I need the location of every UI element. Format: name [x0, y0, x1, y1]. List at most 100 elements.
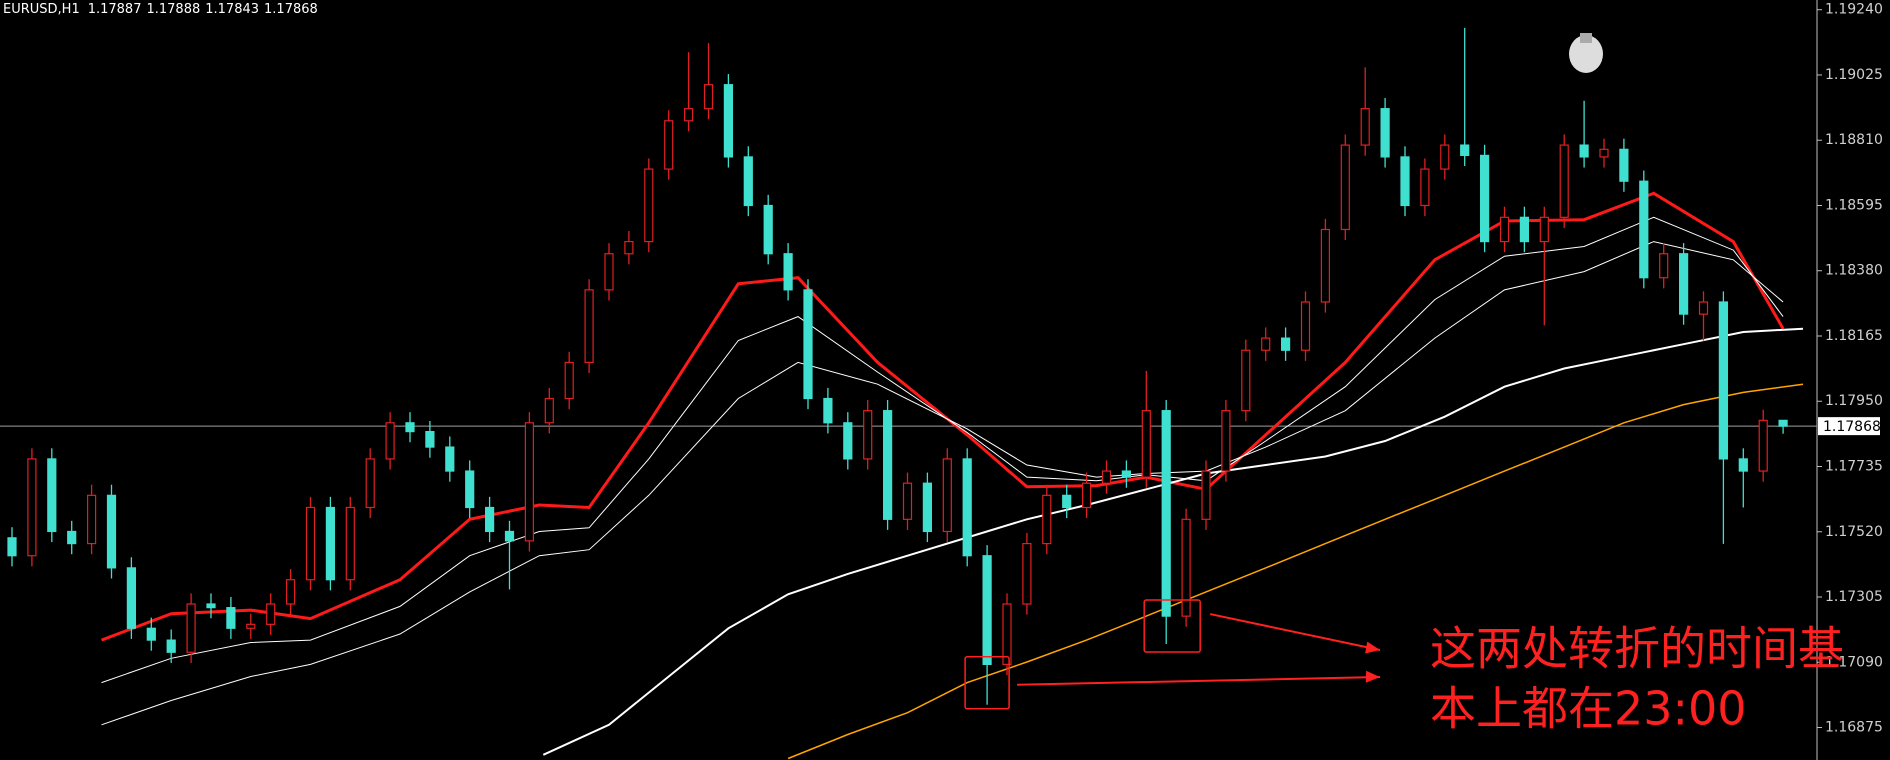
- candle-body: [1241, 349, 1251, 412]
- candle-body: [1161, 410, 1171, 617]
- candle-body: [763, 204, 773, 255]
- candle-body: [683, 108, 694, 122]
- candle-body: [942, 458, 952, 533]
- candle-body: [86, 494, 97, 545]
- candle-body: [882, 410, 893, 520]
- highlight-box: [964, 656, 1010, 710]
- candle-body: [1579, 144, 1589, 158]
- annotation-text: 本上都在23:00: [1430, 682, 1747, 736]
- y-tick-label: 1.17735: [1825, 459, 1883, 475]
- candle-body: [1360, 108, 1370, 146]
- candle-body: [1659, 253, 1669, 279]
- candle-body: [1042, 494, 1052, 545]
- candle-body: [743, 156, 753, 207]
- candle-body: [345, 506, 355, 581]
- candle-body: [1738, 458, 1748, 472]
- y-tick-label: 1.18595: [1825, 197, 1883, 213]
- candle-body: [246, 623, 256, 629]
- current-price-label: 1.17868: [1823, 419, 1881, 435]
- candle-body: [1380, 108, 1390, 158]
- y-tick-label: 1.17305: [1825, 589, 1883, 605]
- candle-body: [843, 422, 853, 460]
- candle-body: [1499, 216, 1510, 243]
- last-close: 1.17868: [264, 2, 318, 17]
- candle-body: [902, 482, 913, 520]
- candle-body: [106, 494, 117, 569]
- arrow: [1017, 676, 1381, 686]
- candle-body: [703, 84, 714, 110]
- candle-body: [564, 361, 574, 400]
- candle-body: [1181, 518, 1191, 617]
- candle-body: [1460, 144, 1470, 156]
- candle-body: [1141, 410, 1151, 478]
- annotation-text: 这两处转折的时间基: [1430, 622, 1844, 676]
- arrow: [1209, 613, 1381, 651]
- candle-body: [1519, 216, 1530, 243]
- candle-body: [1261, 337, 1271, 351]
- candle-body: [1340, 144, 1350, 231]
- moving-average: [787, 383, 1804, 760]
- candle-body: [266, 603, 276, 625]
- candle-body: [1758, 419, 1768, 472]
- candle-body: [1101, 470, 1112, 484]
- candle-body: [1320, 228, 1331, 303]
- y-tick-label: 1.17520: [1825, 524, 1883, 540]
- candle-body: [1400, 156, 1410, 207]
- candle-body: [206, 603, 216, 609]
- candle-body: [1639, 180, 1649, 279]
- arrow-head: [1365, 670, 1380, 683]
- highlight-box: [1143, 599, 1201, 653]
- candle-body: [982, 555, 992, 665]
- candle-body: [1300, 301, 1311, 351]
- candle-body: [186, 603, 196, 653]
- candle-body: [1002, 603, 1012, 665]
- mouse-icon: [1569, 33, 1603, 73]
- candle-body: [286, 579, 296, 605]
- candle-body: [445, 446, 455, 472]
- candle-body: [962, 458, 972, 557]
- current-price-box: [1818, 417, 1880, 436]
- candle-body: [723, 84, 734, 158]
- candle-body: [1022, 542, 1032, 605]
- y-tick-label: 1.19240: [1825, 2, 1883, 18]
- candle-body: [1599, 148, 1609, 158]
- y-tick-label: 1.17950: [1825, 393, 1883, 409]
- candle-body: [524, 422, 535, 542]
- candle-body: [664, 120, 674, 170]
- last-open: 1.17887: [88, 2, 142, 17]
- candle-body: [644, 168, 654, 243]
- candle-body: [922, 482, 933, 533]
- candle-body: [325, 506, 335, 581]
- candle-body: [47, 458, 57, 533]
- header: EURUSD,H1 1.17887 1.17888 1.17843 1.17868: [3, 2, 318, 17]
- candle-body: [385, 422, 395, 460]
- candle-body: [1420, 168, 1430, 207]
- candle-body: [1479, 154, 1490, 243]
- candle-body: [465, 470, 475, 509]
- candle-body: [305, 506, 316, 581]
- candle-body: [1062, 494, 1072, 509]
- moving-average: [542, 327, 1804, 756]
- candle-body: [67, 530, 77, 545]
- y-tick-label: 1.18380: [1825, 263, 1883, 279]
- candles: [7, 27, 1788, 705]
- candle-body: [146, 627, 156, 641]
- candle-body: [1221, 410, 1231, 472]
- candle-body: [27, 458, 37, 557]
- candle-body: [1619, 148, 1629, 182]
- candle-body: [1718, 301, 1729, 460]
- candle-body: [425, 430, 435, 448]
- candle-body: [1559, 144, 1569, 218]
- candle-body: [504, 530, 515, 542]
- y-tick-label: 1.18165: [1825, 328, 1883, 344]
- candle-body: [365, 458, 375, 509]
- y-tick-label: 1.19025: [1825, 67, 1883, 83]
- candle-body: [624, 240, 634, 255]
- candle-body: [544, 397, 554, 424]
- y-tick-label: 1.16875: [1825, 720, 1883, 736]
- candle-body: [803, 289, 813, 400]
- candle-body: [783, 253, 793, 291]
- moving-average: [101, 216, 1784, 684]
